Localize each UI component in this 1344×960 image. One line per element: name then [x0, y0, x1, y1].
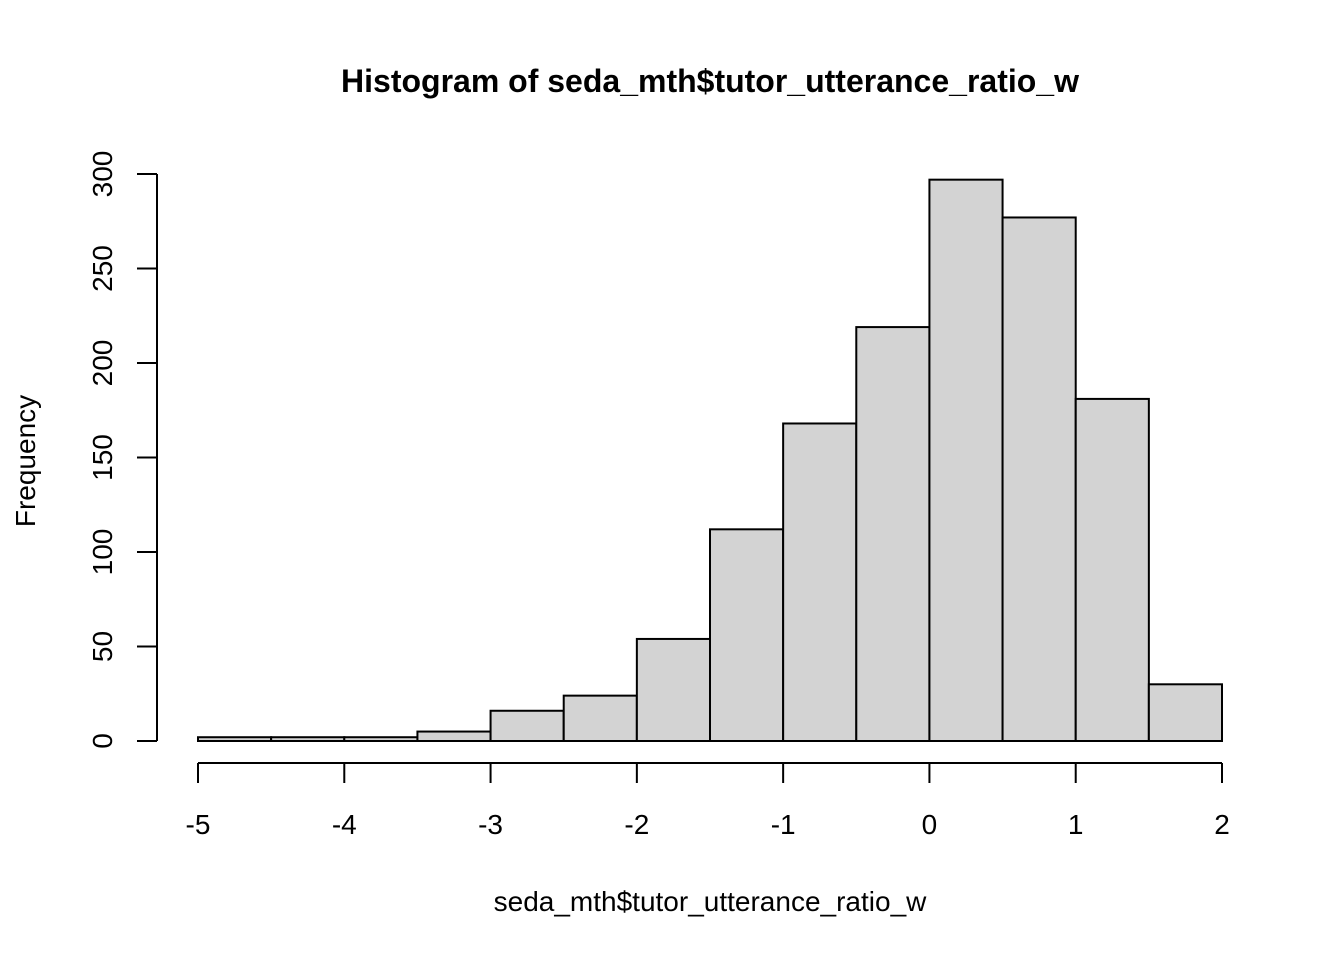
histogram-bar	[489, 709, 565, 743]
histogram-bar	[709, 528, 785, 742]
y-axis: 0 50 100 150 200 250 300	[87, 151, 158, 749]
y-tick-label: 150	[87, 434, 118, 481]
y-tick-label: 250	[87, 245, 118, 292]
x-axis-label: seda_mth$tutor_utterance_ratio_w	[494, 886, 927, 917]
chart-title: Histogram of seda_mth$tutor_utterance_ra…	[341, 63, 1079, 99]
histogram-bar	[197, 736, 273, 742]
y-tick-label: 0	[87, 733, 118, 749]
histogram-bar	[416, 730, 492, 742]
x-axis: -5 -4 -3 -2 -1 0 1 2	[186, 762, 1230, 840]
y-tick-label: 100	[87, 529, 118, 576]
y-tick-label: 300	[87, 151, 118, 198]
histogram-bar	[782, 422, 858, 742]
x-tick-label: -2	[624, 809, 649, 840]
x-tick-label: 2	[1214, 809, 1230, 840]
x-tick-label: -4	[332, 809, 357, 840]
x-tick-label: 0	[922, 809, 938, 840]
x-tick-label: 1	[1068, 809, 1084, 840]
histogram-bar	[1001, 216, 1077, 743]
histogram-bar	[928, 178, 1004, 743]
histogram-bar	[635, 637, 711, 742]
bars-group	[197, 178, 1224, 743]
histogram-bar	[562, 694, 638, 743]
x-tick-label: -1	[771, 809, 796, 840]
histogram-bar	[1147, 683, 1224, 742]
histogram-bar	[1074, 397, 1150, 742]
x-tick-label: -3	[478, 809, 503, 840]
y-tick-label: 50	[87, 631, 118, 662]
histogram-bar	[343, 736, 419, 742]
histogram-bar	[855, 326, 931, 742]
histogram-bar	[270, 736, 346, 742]
y-tick-label: 200	[87, 340, 118, 387]
y-axis-label: Frequency	[10, 395, 41, 527]
x-tick-label: -5	[186, 809, 211, 840]
